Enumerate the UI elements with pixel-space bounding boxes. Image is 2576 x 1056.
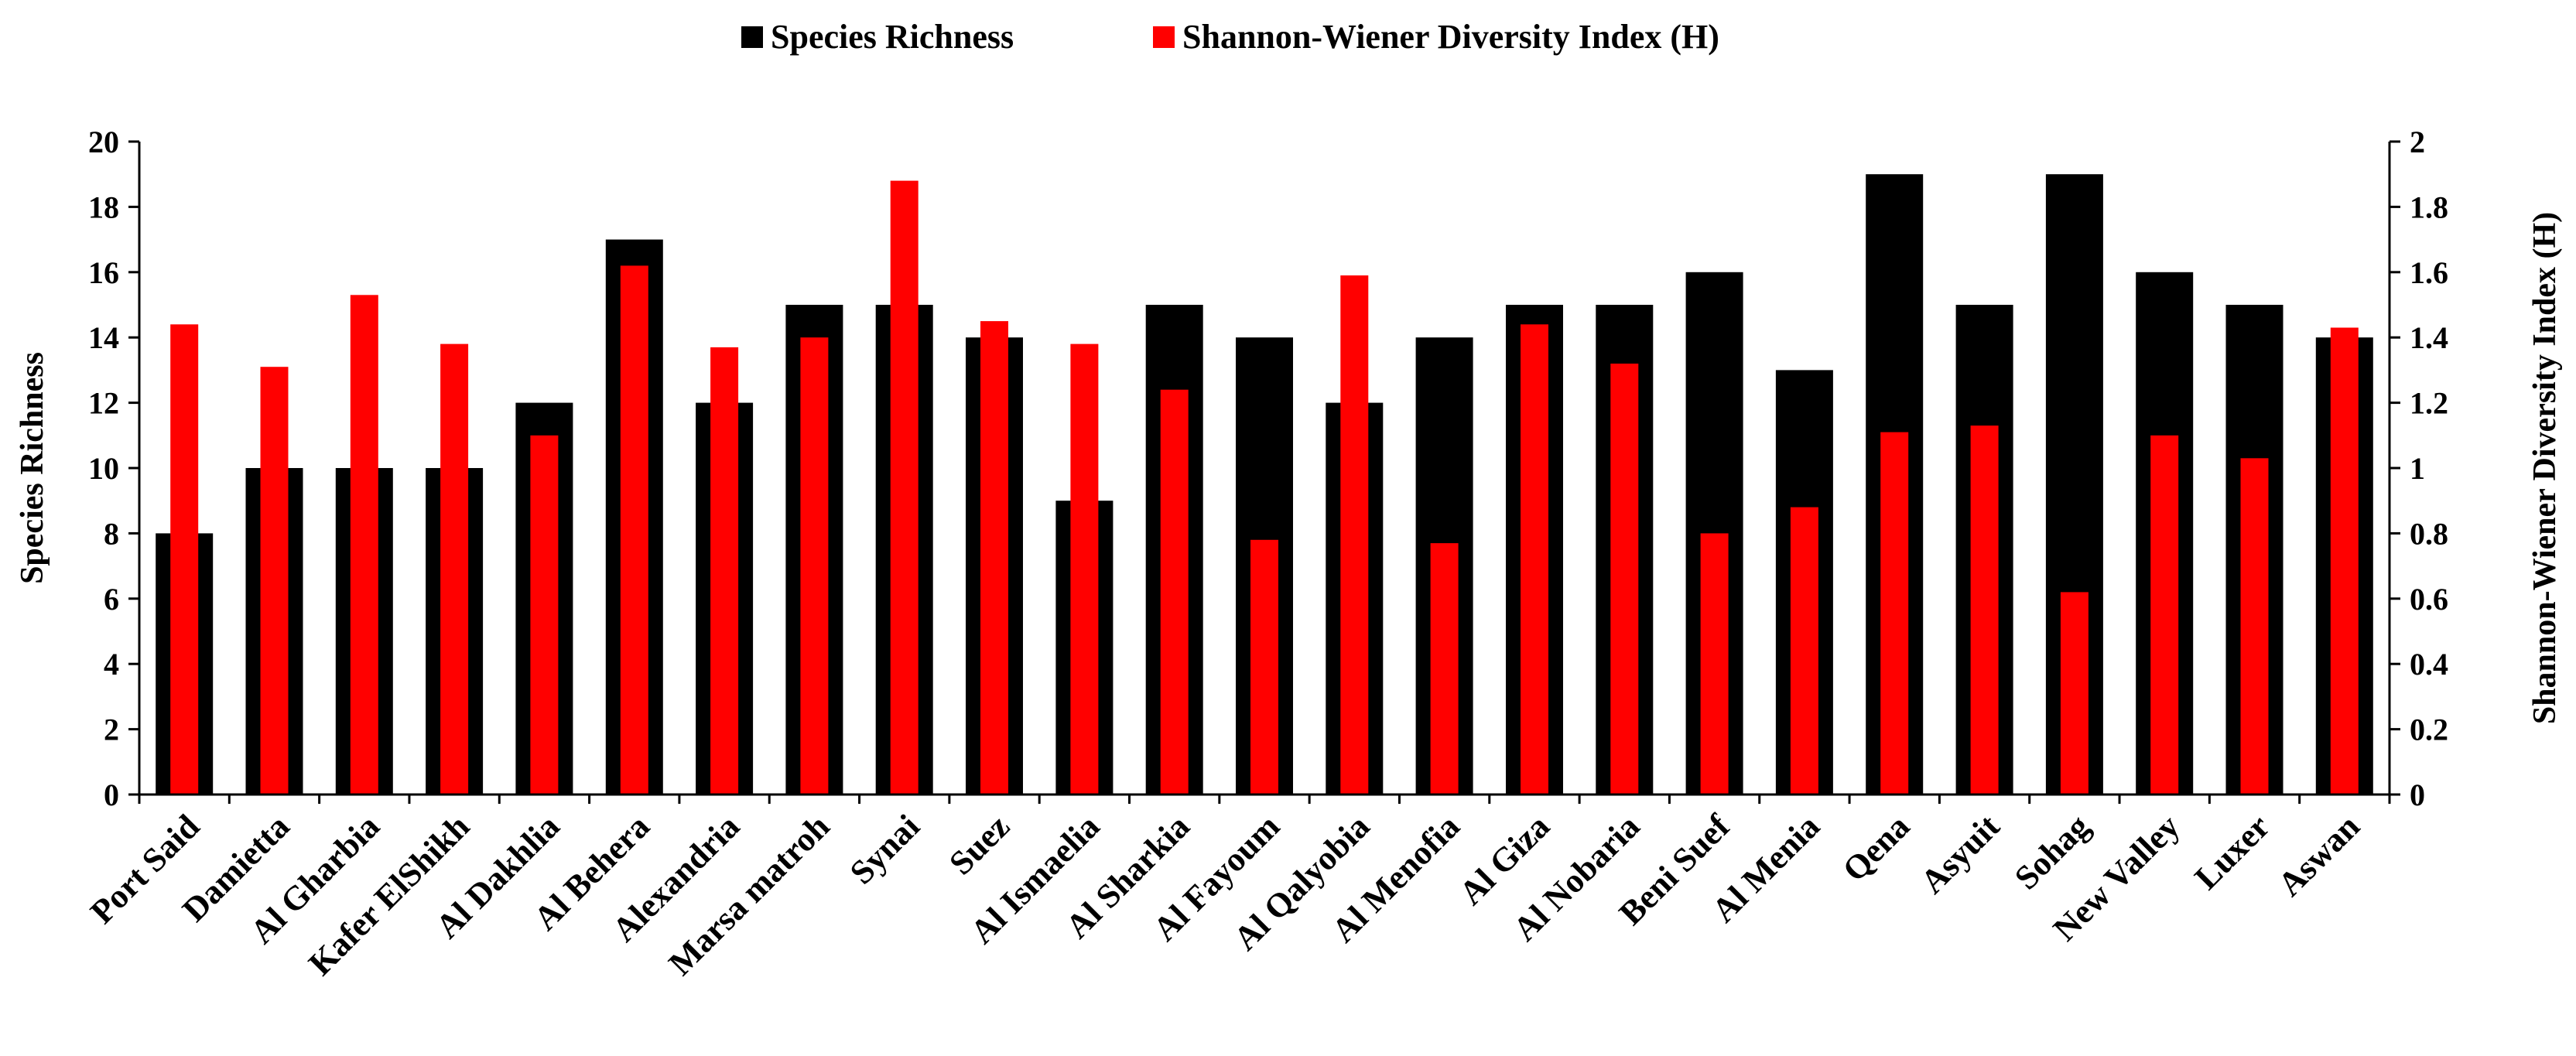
shannon-index-bar bbox=[1160, 389, 1189, 795]
category-label: Qena bbox=[1835, 807, 1917, 889]
left-y-axis-title: Species Richness bbox=[15, 352, 50, 584]
left-y-tick-label: 10 bbox=[88, 451, 119, 486]
right-y-tick-label: 1.6 bbox=[2410, 255, 2448, 290]
shannon-index-bar bbox=[980, 321, 1008, 795]
legend-label-species-richness: Species Richness bbox=[771, 18, 1014, 56]
shannon-index-bar bbox=[530, 435, 559, 795]
category-label: Asyuit bbox=[1914, 807, 2007, 901]
right-y-tick-label: 1.2 bbox=[2410, 386, 2448, 421]
shannon-index-bar bbox=[2330, 327, 2359, 795]
shannon-index-bar bbox=[1700, 533, 1729, 795]
shannon-index-bar bbox=[1070, 343, 1099, 795]
left-y-tick-label: 16 bbox=[88, 255, 119, 290]
left-y-tick-label: 12 bbox=[88, 386, 119, 421]
legend-swatch-species-richness bbox=[741, 26, 763, 48]
left-y-tick-label: 2 bbox=[104, 713, 119, 747]
shannon-index-bar bbox=[1250, 539, 1278, 795]
right-y-tick-label: 2 bbox=[2410, 125, 2425, 159]
category-label: Aswan bbox=[2270, 807, 2367, 904]
shannon-index-bar bbox=[440, 343, 469, 795]
shannon-index-bar bbox=[170, 324, 199, 795]
left-y-tick-label: 4 bbox=[104, 647, 119, 682]
right-y-tick-label: 1.4 bbox=[2410, 320, 2448, 355]
category-label: Marsa matroh bbox=[662, 807, 837, 983]
legend-swatch-shannon-index bbox=[1153, 26, 1175, 48]
legend-label-shannon-index: Shannon-Wiener Diversity Index (H) bbox=[1182, 18, 1719, 56]
right-y-tick-label: 0.4 bbox=[2410, 647, 2448, 682]
shannon-index-bar bbox=[2150, 435, 2179, 795]
category-label: Kafer ElShikh bbox=[301, 807, 477, 983]
shannon-index-bar bbox=[620, 265, 648, 795]
right-y-tick-label: 0.8 bbox=[2410, 516, 2448, 551]
right-y-tick-label: 0.6 bbox=[2410, 582, 2448, 617]
shannon-index-bar bbox=[1610, 364, 1639, 795]
category-label: Synai bbox=[843, 807, 927, 891]
left-y-tick-label: 8 bbox=[104, 516, 119, 551]
right-y-tick-label: 1 bbox=[2410, 451, 2425, 486]
left-y-tick-label: 0 bbox=[104, 777, 119, 812]
right-y-tick-label: 0.2 bbox=[2410, 713, 2448, 747]
shannon-index-bar bbox=[1880, 432, 1909, 795]
shannon-index-bar bbox=[2060, 592, 2089, 795]
shannon-index-bar bbox=[1430, 543, 1459, 795]
left-y-tick-label: 18 bbox=[88, 190, 119, 224]
shannon-index-bar bbox=[350, 295, 378, 795]
shannon-index-bar bbox=[1790, 507, 1818, 795]
shannon-index-bar bbox=[1521, 324, 1548, 795]
category-label: Luxer bbox=[2188, 807, 2277, 897]
shannon-index-bar bbox=[710, 347, 739, 795]
right-y-tick-label: 0 bbox=[2410, 777, 2425, 812]
shannon-index-bar bbox=[1340, 275, 1369, 795]
shannon-index-bar bbox=[890, 180, 919, 795]
category-label: Suez bbox=[942, 807, 1017, 882]
right-y-axis-title: Shannon-Wiener Diversity Index (H) bbox=[2527, 212, 2563, 724]
left-y-tick-label: 6 bbox=[104, 582, 119, 617]
shannon-index-bar bbox=[2240, 458, 2269, 795]
left-y-tick-label: 14 bbox=[88, 320, 119, 355]
shannon-index-bar bbox=[800, 337, 829, 795]
right-y-tick-label: 1.8 bbox=[2410, 190, 2448, 224]
shannon-index-bar bbox=[1970, 425, 1999, 795]
shannon-index-bar bbox=[260, 367, 289, 795]
left-y-tick-label: 20 bbox=[88, 125, 119, 159]
